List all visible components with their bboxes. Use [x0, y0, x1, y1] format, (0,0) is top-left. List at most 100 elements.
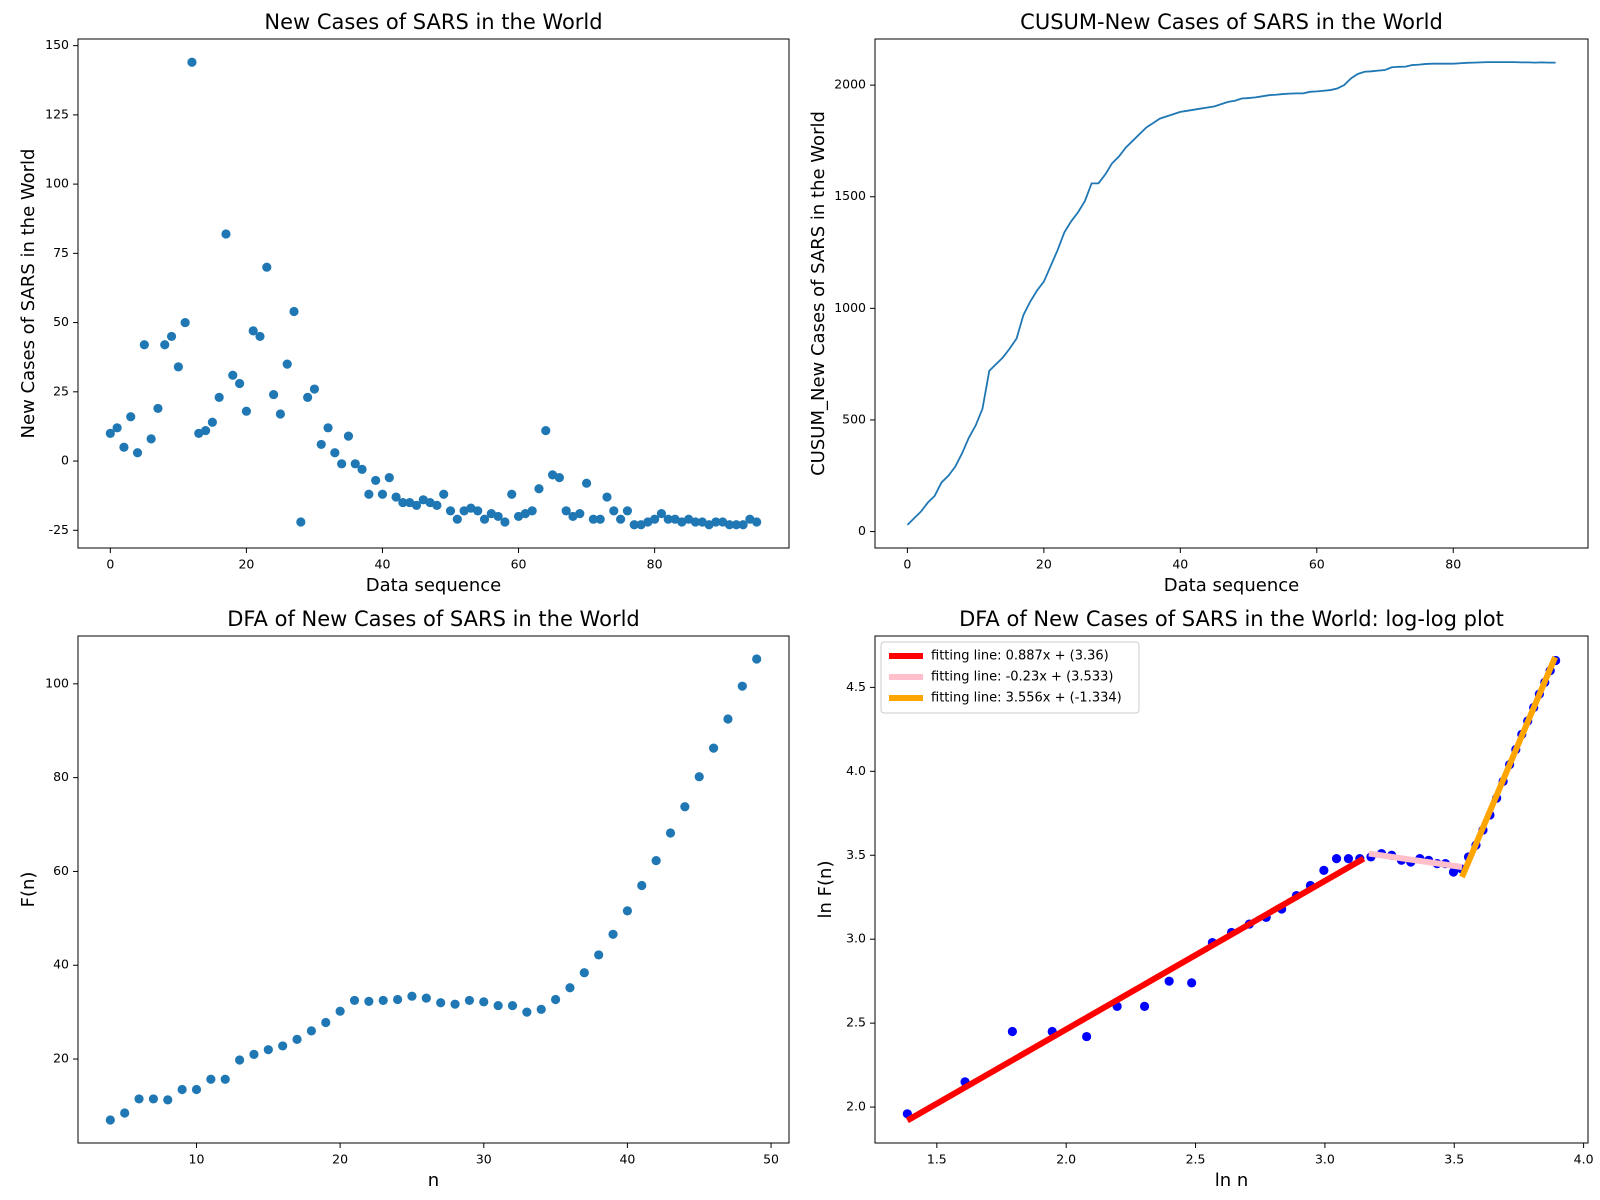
axes-frame	[77, 635, 790, 1144]
legend-box	[880, 641, 1140, 714]
point	[200, 425, 211, 436]
y-tick-label: 4.5	[846, 679, 866, 694]
point	[1164, 976, 1174, 986]
point	[637, 880, 647, 891]
point	[234, 378, 245, 389]
point	[711, 517, 721, 527]
y-axis-label: New Cases of SARS in the World	[18, 149, 39, 439]
point	[554, 473, 564, 483]
x-tick-label: 30	[476, 1152, 492, 1167]
point	[309, 384, 320, 394]
y-tick-label: 500	[842, 411, 866, 426]
point	[436, 998, 446, 1008]
legend-label: fitting line: 0.887x + (3.36)	[931, 649, 1109, 664]
chart-title: DFA of New Cases of SARS in the World	[227, 607, 640, 631]
point	[146, 434, 156, 444]
point	[752, 517, 762, 527]
chart-title: CUSUM-New Cases of SARS in the World	[1020, 10, 1443, 34]
x-tick-label: 20	[332, 1152, 348, 1167]
point	[262, 262, 272, 272]
point	[275, 409, 286, 419]
y-axis-label: ln F(n)	[815, 861, 836, 919]
point	[282, 359, 292, 369]
axes-frame	[874, 38, 1589, 549]
subplot: CUSUM-New Cases of SARS in the World Data…	[808, 10, 1589, 596]
point	[1082, 1031, 1092, 1042]
x-tick-label: 2.0	[1056, 1152, 1076, 1167]
point	[269, 389, 279, 400]
y-tick-label: 80	[53, 769, 69, 784]
point	[120, 1108, 130, 1118]
point	[119, 442, 129, 452]
chart-title: DFA of New Cases of SARS in the World: l…	[959, 607, 1504, 631]
x-tick-label: 80	[1445, 557, 1461, 572]
point	[541, 425, 551, 436]
point	[377, 489, 388, 499]
point	[1331, 854, 1342, 864]
point	[126, 412, 136, 422]
point	[575, 509, 585, 519]
point	[708, 743, 719, 753]
point	[357, 464, 367, 474]
point	[180, 317, 190, 328]
point	[335, 1006, 345, 1016]
point	[629, 520, 639, 530]
x-axis-label: Data sequence	[1164, 575, 1299, 596]
point	[595, 514, 605, 524]
point	[522, 1007, 532, 1017]
point	[656, 509, 667, 519]
fit-line	[1368, 850, 1463, 870]
y-tick-label: 3.5	[846, 847, 866, 862]
x-axis-label: ln n	[1215, 1170, 1249, 1191]
y-tick-label: 60	[53, 863, 69, 878]
y-tick-label: 2000	[834, 77, 866, 92]
x-tick-label: 10	[189, 1152, 205, 1167]
point	[737, 681, 747, 691]
point	[690, 517, 701, 527]
point	[112, 423, 122, 433]
point	[248, 326, 258, 336]
point	[364, 489, 374, 499]
point	[255, 331, 265, 342]
point	[493, 1000, 503, 1011]
point	[206, 1074, 216, 1084]
y-tick-label: 0	[61, 453, 69, 468]
point	[177, 1084, 187, 1095]
plot-area	[906, 61, 1556, 526]
point	[1187, 978, 1197, 988]
point	[321, 1017, 331, 1028]
point	[187, 57, 197, 67]
fit-line	[905, 856, 1366, 1124]
x-tick-label: 40	[619, 1152, 635, 1167]
chart-title: New Cases of SARS in the World	[264, 10, 602, 34]
plot-area	[902, 655, 1561, 1124]
point	[550, 994, 561, 1005]
point	[1319, 865, 1329, 875]
point	[479, 514, 490, 524]
point	[139, 340, 149, 350]
point	[663, 514, 673, 524]
point	[561, 506, 571, 516]
point	[581, 478, 592, 488]
point	[173, 362, 183, 372]
x-tick-label: 3.5	[1444, 1152, 1464, 1167]
x-tick-label: 0	[106, 557, 114, 572]
y-tick-label: 3.0	[846, 931, 866, 946]
x-tick-label: 4.0	[1574, 1152, 1594, 1167]
subplot: New Cases of SARS in the World Data seque…	[18, 10, 790, 596]
point	[432, 500, 442, 510]
point	[493, 511, 503, 522]
point	[221, 229, 231, 239]
y-axis-label: F(n)	[18, 872, 39, 908]
point	[153, 403, 163, 414]
point	[500, 517, 510, 527]
y-tick-label: 2.0	[846, 1099, 866, 1114]
subplot: DFA of New Cases of SARS in the World n 20…	[18, 607, 790, 1191]
point	[479, 997, 489, 1007]
point	[507, 489, 517, 499]
point	[398, 497, 408, 508]
legend-label: fitting line: 3.556x + (-1.334)	[931, 691, 1122, 706]
point	[622, 906, 633, 916]
point	[160, 340, 170, 350]
point	[303, 392, 313, 402]
